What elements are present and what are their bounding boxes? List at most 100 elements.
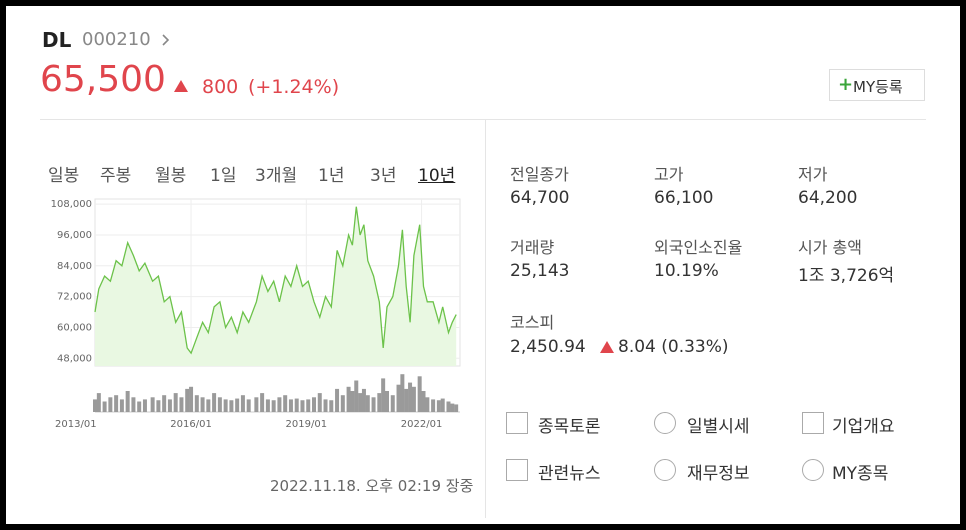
x-tick-label: 2016/01 (170, 419, 212, 430)
volume-bar (229, 400, 234, 412)
y-tick-label: 84,000 (57, 261, 92, 272)
volume-bar (212, 393, 217, 412)
volume-bar (131, 397, 136, 412)
stat-label: 고가 (654, 165, 684, 184)
stat-value: 64,200 (798, 188, 858, 208)
volume-bar (96, 393, 101, 412)
stat-label: 거래량 (510, 238, 555, 257)
tab[interactable]: 3년 (370, 166, 397, 186)
volume-bar (408, 382, 413, 412)
volume-bar (125, 391, 130, 412)
kospi-value: 2,450.94 (510, 337, 586, 357)
stat-label: 전일종가 (510, 165, 569, 184)
my-icon (802, 459, 824, 481)
stock-name: DL (42, 28, 72, 52)
volume-bar (294, 398, 299, 412)
volume-bar (283, 395, 288, 412)
volume-bar (137, 401, 142, 412)
link[interactable]: 일별시세 (687, 417, 750, 437)
x-tick-label: 2013/01 (55, 419, 97, 430)
volume-bar (350, 391, 355, 412)
volume-bar (431, 399, 436, 412)
volume-bar (119, 399, 124, 412)
price-change: 800 (202, 76, 239, 98)
volume-bar (440, 398, 445, 412)
volume-bar (404, 388, 409, 412)
stat-value: 66,100 (654, 188, 714, 208)
volume-bar (194, 395, 199, 412)
tab[interactable]: 일봉 (48, 166, 80, 186)
volume-bar (93, 399, 97, 412)
volume-bar (200, 397, 205, 412)
price: 65,500 (40, 59, 166, 100)
tab[interactable]: 10년 (418, 166, 456, 186)
stock-card: DL 000210 65,500 800 (+1.24%) + MY등록 48,… (6, 6, 960, 524)
divider (485, 120, 486, 518)
volume-bar (329, 400, 334, 412)
volume-bar (260, 393, 265, 412)
volume-bar (167, 399, 172, 412)
stat-label: 시가 총액 (798, 238, 862, 257)
volume-bar (246, 399, 251, 412)
tab[interactable]: 1일 (210, 166, 237, 186)
y-tick-label: 60,000 (57, 322, 92, 333)
y-tick-label: 48,000 (57, 353, 92, 364)
volume-bar (396, 384, 401, 412)
volume-bar (335, 388, 340, 412)
volume-bar (102, 401, 107, 412)
price-line (94, 206, 457, 355)
volume-bar (354, 380, 359, 412)
company-icon (802, 412, 824, 434)
volume-bar (340, 395, 345, 412)
news-icon (506, 459, 528, 481)
volume-bar (150, 397, 155, 412)
volume-bar (265, 399, 270, 412)
my-button-label: MY등록 (853, 78, 903, 96)
tab[interactable]: 3개월 (255, 166, 298, 186)
volume-bar (361, 388, 366, 412)
volume-bar (235, 398, 240, 412)
link[interactable]: 기업개요 (832, 417, 895, 437)
link[interactable]: 재무정보 (687, 464, 750, 484)
volume-bar (417, 376, 422, 412)
volume-bar (240, 395, 245, 412)
stat-value: 1조 3,726억 (798, 266, 895, 286)
stat-value: 25,143 (510, 261, 570, 281)
stat-value: 64,700 (510, 188, 570, 208)
x-tick-label: 2019/01 (286, 419, 328, 430)
price-change-pct: (+1.24%) (248, 76, 340, 98)
volume-bar (206, 399, 211, 412)
volume-bar (371, 397, 376, 412)
volume-bar (446, 401, 451, 412)
tab[interactable]: 주봉 (100, 166, 132, 186)
volume-bar (189, 386, 194, 412)
volume-bar (358, 393, 363, 412)
tab[interactable]: 월봉 (155, 166, 187, 186)
y-tick-label: 96,000 (57, 230, 92, 241)
volume-bar (142, 399, 147, 412)
volume-bar (185, 388, 190, 412)
x-tick-label: 2022/01 (401, 419, 443, 430)
volume-bar (162, 395, 167, 412)
tab[interactable]: 1년 (318, 166, 345, 186)
up-arrow (174, 80, 188, 92)
volume-bar (390, 395, 395, 412)
stat-label: 저가 (798, 165, 828, 184)
volume-bar (179, 397, 184, 412)
forum-icon (506, 412, 528, 434)
volume-bar (217, 397, 222, 412)
y-tick-label: 72,000 (57, 292, 92, 303)
volume-bar (108, 397, 113, 412)
stock-code[interactable]: 000210 (82, 29, 151, 50)
volume-bar (454, 404, 459, 412)
volume-bar (173, 393, 178, 412)
link[interactable]: 관련뉴스 (538, 464, 601, 484)
link[interactable]: MY종목 (832, 464, 889, 484)
my-button[interactable]: + MY등록 (829, 69, 925, 101)
volume-bar (271, 400, 276, 412)
volume-bar (300, 400, 305, 412)
volume-bar (400, 374, 405, 412)
link[interactable]: 종목토론 (538, 417, 601, 437)
daily-icon (654, 412, 676, 434)
